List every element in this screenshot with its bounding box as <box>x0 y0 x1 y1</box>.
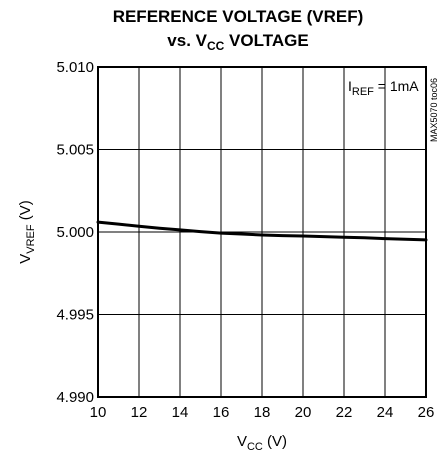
x-tick-label: 10 <box>90 404 107 421</box>
x-tick-label: 16 <box>213 404 230 421</box>
y-tick-label: 5.000 <box>56 224 94 241</box>
grid <box>97 66 427 398</box>
y-tick-label: 5.010 <box>56 59 94 76</box>
x-tick-label: 22 <box>336 404 353 421</box>
annotation-iref: IREF = 1mA <box>348 78 419 98</box>
x-axis-label: VCC (V) <box>237 433 287 453</box>
x-tick-label: 18 <box>254 404 271 421</box>
x-tick-label: 14 <box>172 404 189 421</box>
y-axis-label: VVREF (V) <box>17 200 37 264</box>
chart-title-line1: REFERENCE VOLTAGE (VREF) <box>113 7 364 26</box>
y-tick-label: 5.005 <box>56 142 94 159</box>
side-label: MAX5070 toc06 <box>429 78 439 142</box>
y-tick-label: 4.990 <box>56 389 94 406</box>
x-tick-label: 24 <box>377 404 394 421</box>
y-tick-label: 4.995 <box>56 307 94 324</box>
x-tick-labels: 10 12 14 16 18 20 22 24 26 <box>90 404 435 421</box>
chart-title-line2: vs. VCC VOLTAGE <box>167 31 308 53</box>
x-tick-label: 26 <box>418 404 435 421</box>
x-tick-label: 12 <box>131 404 148 421</box>
x-tick-label: 20 <box>295 404 312 421</box>
series-line <box>96 220 428 242</box>
y-tick-labels: 5.010 5.005 5.000 4.995 4.990 <box>56 59 94 406</box>
plot-frame <box>97 66 427 398</box>
